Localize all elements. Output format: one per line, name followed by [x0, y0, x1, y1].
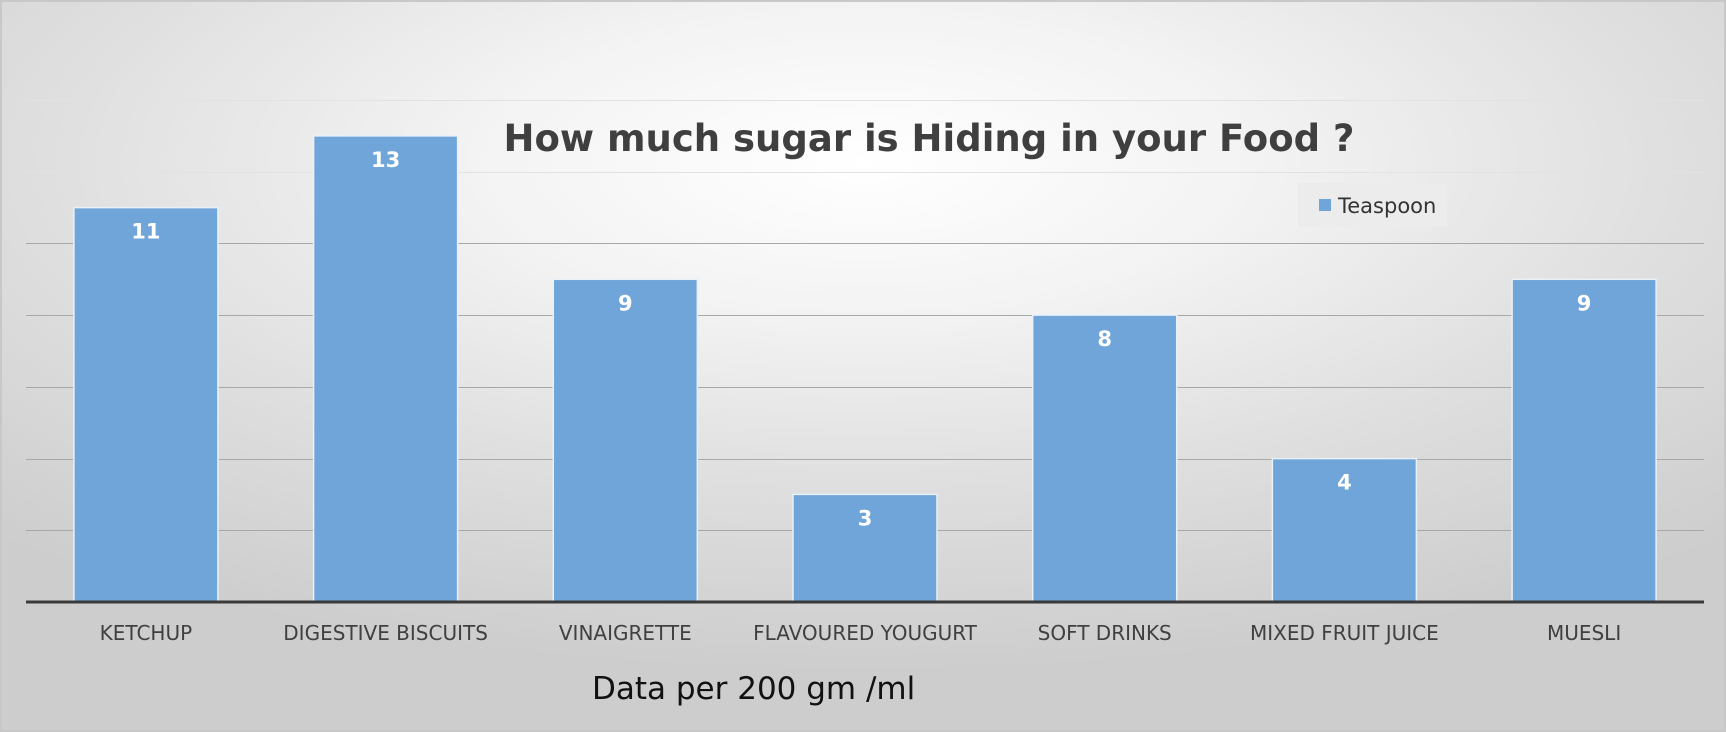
- data-label-vinaigrette: 9: [618, 291, 633, 315]
- legend: Teaspoon: [1298, 183, 1447, 227]
- bar-muesli: [1511, 278, 1657, 603]
- x-tick-soft-drinks: SOFT DRINKS: [1038, 621, 1172, 645]
- data-labels: 11 13 9 3 8 4 9: [131, 148, 1591, 531]
- data-label-digestive-biscuits: 13: [371, 148, 400, 172]
- chart-title: How much sugar is Hiding in your Food ?: [504, 117, 1355, 160]
- data-label-ketchup: 11: [131, 220, 160, 244]
- x-tick-flavoured-yougurt: FLAVOURED YOUGURT: [753, 621, 978, 645]
- chart-note: Data per 200 gm /ml: [592, 671, 915, 707]
- legend-label-teaspoon: Teaspoon: [1337, 194, 1436, 218]
- gridlines: [26, 100, 1704, 531]
- bar-ketchup: [73, 206, 219, 603]
- bar-soft-drinks: [1031, 314, 1178, 603]
- x-tick-mixed-fruit-juice: MIXED FRUIT JUICE: [1250, 621, 1439, 645]
- bars: [73, 135, 1657, 603]
- bar-mixed-fruit-juice: [1271, 457, 1418, 603]
- bar-vinaigrette: [552, 278, 699, 603]
- bar-flavoured-yougurt: [792, 493, 938, 603]
- bar-digestive-biscuits: [312, 135, 459, 603]
- legend-swatch-teaspoon: [1319, 199, 1331, 211]
- x-tick-muesli: MUESLI: [1547, 621, 1621, 645]
- data-label-flavoured-yougurt: 3: [858, 506, 873, 530]
- x-tick-labels: KETCHUP DIGESTIVE BISCUITS VINAIGRETTE FLAV…: [100, 621, 1622, 645]
- data-label-soft-drinks: 8: [1097, 327, 1112, 351]
- x-tick-digestive-biscuits: DIGESTIVE BISCUITS: [283, 621, 488, 645]
- data-label-mixed-fruit-juice: 4: [1337, 471, 1352, 495]
- data-label-muesli: 9: [1577, 291, 1592, 315]
- x-tick-vinaigrette: VINAIGRETTE: [559, 621, 692, 645]
- x-tick-ketchup: KETCHUP: [100, 621, 193, 645]
